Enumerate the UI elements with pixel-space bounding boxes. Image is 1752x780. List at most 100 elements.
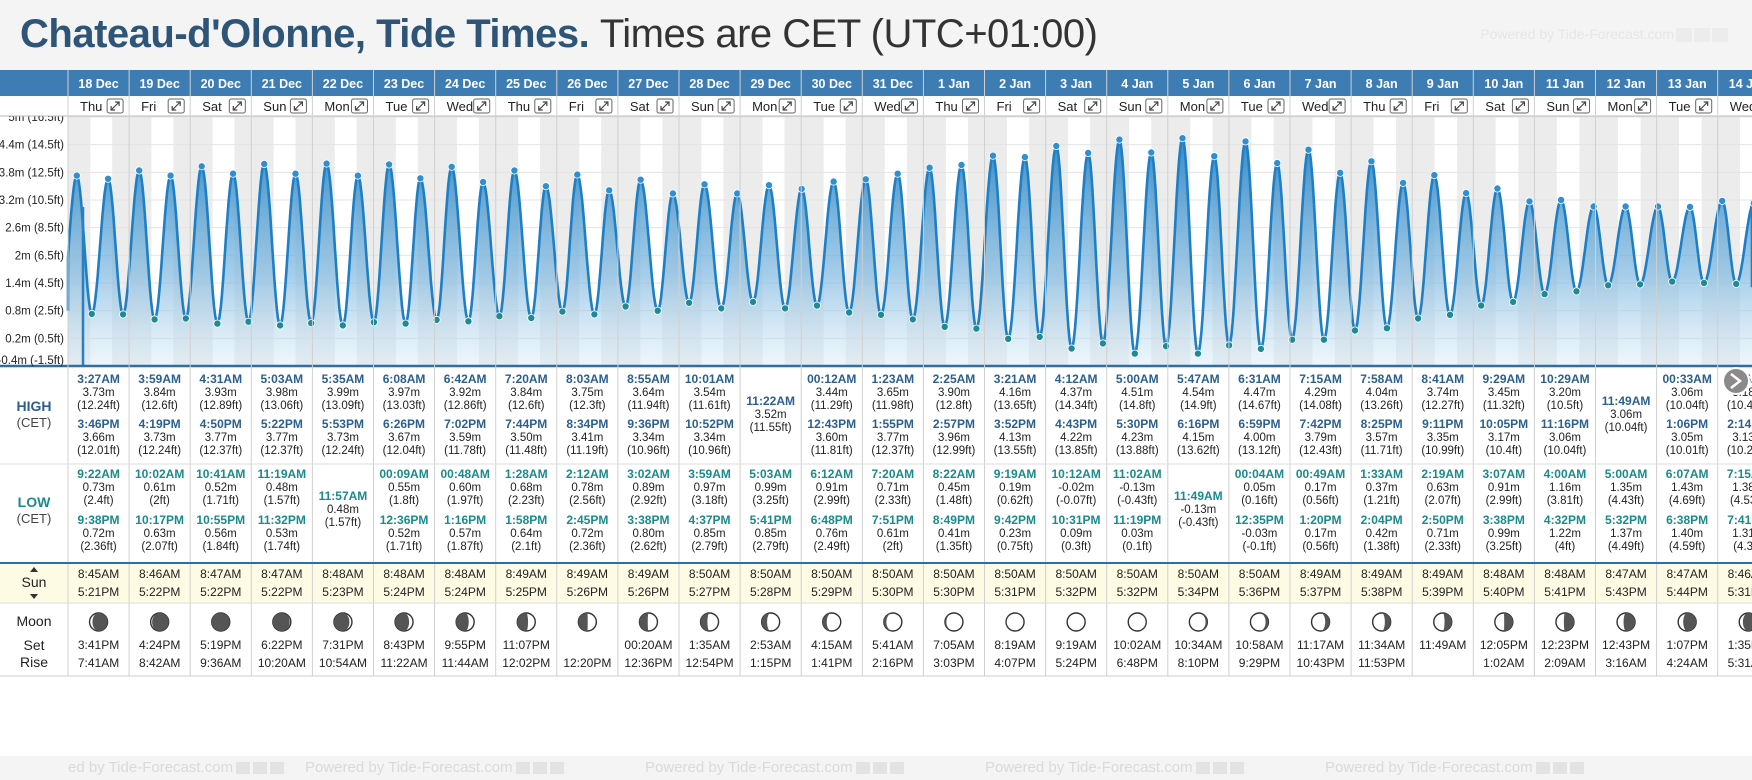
- moonset-time: 7:05AM: [933, 638, 974, 652]
- low-tide-height-m: 1.38m: [1732, 482, 1752, 494]
- footer-powered-by: Powered by Tide-Forecast.com: [645, 759, 904, 776]
- high-tide-time: 4:31AM: [199, 372, 242, 386]
- high-tide-height-ft: (10.43ft): [1727, 400, 1752, 412]
- moon-shadow: [944, 613, 954, 631]
- high-tide-height-ft: (11.32ft): [1483, 400, 1525, 412]
- sunrise-time: 8:50AM: [1117, 567, 1158, 581]
- moon-shadow: [152, 613, 169, 631]
- high-tide-time: 10:52PM: [685, 417, 734, 431]
- low-tide-time: 6:38PM: [1666, 513, 1708, 527]
- high-tide-point: [1589, 202, 1598, 211]
- social-icon: [1694, 28, 1710, 43]
- expand-arrow-icon: [477, 101, 487, 111]
- low-tide-height-ft: (-0.07ft): [1056, 495, 1096, 507]
- high-tide-time: 7:44PM: [505, 417, 547, 431]
- high-tide-time: 00:33AM: [1662, 372, 1711, 386]
- low-tide-height-ft: (4.69ft): [1669, 495, 1706, 507]
- low-tide-point: [1067, 344, 1076, 353]
- high-tide-point: [1115, 135, 1124, 144]
- low-tide-height-ft: (3.25ft): [752, 495, 789, 507]
- low-tide-height-ft: (1.74ft): [264, 541, 301, 553]
- weekday-label: Thu: [80, 99, 102, 114]
- low-tide-height-m: 0.63m: [144, 528, 176, 540]
- low-tide-height-m: 0.71m: [1427, 528, 1459, 540]
- high-tide-height-m: 3.64m: [632, 387, 664, 399]
- low-tide-point: [527, 313, 536, 322]
- high-tide-point: [353, 171, 362, 180]
- low-tide-height-ft: (4.3ft): [1733, 541, 1752, 553]
- high-tide-height-ft: (14.9ft): [1180, 400, 1217, 412]
- low-tide-height-ft: (2.07ft): [141, 541, 178, 553]
- low-tide-height-ft: (2.4ft): [84, 495, 114, 507]
- expand-arrow-icon: [232, 101, 242, 111]
- high-tide-height-ft: (13.88ft): [1116, 445, 1159, 457]
- low-tide-point: [1700, 278, 1709, 287]
- moon-shadow: [92, 613, 108, 631]
- moonrise-time: 11:44AM: [442, 656, 489, 670]
- social-icon: [1195, 762, 1210, 775]
- sunset-time: 5:24PM: [383, 585, 424, 599]
- expand-arrow-icon: [1149, 101, 1159, 111]
- high-tide-time: 2:57PM: [933, 417, 975, 431]
- high-tide-height-m: 4.22m: [1060, 432, 1092, 444]
- expand-arrow-icon: [1515, 101, 1525, 111]
- moon-phase-icon: [1371, 612, 1392, 632]
- high-tide-point: [541, 182, 550, 191]
- low-tide-time: 8:49PM: [933, 513, 975, 527]
- sunset-time: 5:23PM: [322, 585, 363, 599]
- date-label: 1 Jan: [938, 77, 970, 91]
- high-tide-height-ft: (12.37ft): [199, 445, 242, 457]
- low-tide-height-m: 1.37m: [1610, 528, 1642, 540]
- high-tide-height-m: 3.77m: [877, 432, 909, 444]
- footer-powered-by-text: Powered by Tide-Forecast.com: [305, 759, 513, 776]
- high-tide-height-ft: (11.78ft): [444, 445, 486, 457]
- low-tide-height-ft: (0.3ft): [1061, 541, 1091, 553]
- moonrise-time: 10:43PM: [1297, 656, 1345, 670]
- moonrise-time: 11:22AM: [380, 656, 427, 670]
- moonset-time: 4:15AM: [811, 638, 852, 652]
- high-cet-label: (CET): [17, 415, 52, 430]
- social-icon: [872, 762, 887, 775]
- low-tide-height-ft: (0.62ft): [997, 495, 1034, 507]
- footer-powered-by: ed by Tide-Forecast.com: [68, 759, 285, 776]
- sunrise-time: 8:50AM: [750, 567, 791, 581]
- moon-shadow: [517, 613, 529, 631]
- low-tide-height-ft: (1.57ft): [325, 517, 362, 529]
- moonrise-time: 7:41AM: [78, 656, 119, 670]
- low-tide-height-m: 0.57m: [449, 528, 481, 540]
- moonset-time: 12:23PM: [1541, 638, 1589, 652]
- moon-shadow: [1381, 613, 1391, 631]
- low-tide-height-m: 0.91m: [1488, 482, 1520, 494]
- title-location: Chateau-d'Olonne, Tide Times.: [20, 12, 590, 56]
- high-tide-height-m: 3.35m: [1427, 432, 1459, 444]
- high-tide-point: [989, 151, 998, 160]
- high-tide-point: [322, 159, 331, 168]
- date-label: 6 Jan: [1243, 77, 1275, 91]
- weekday-label: Fri: [141, 99, 156, 114]
- low-tide-height-m: 0.76m: [816, 528, 848, 540]
- low-tide-height-ft: (0.75ft): [997, 541, 1034, 553]
- high-tide-point: [765, 181, 774, 190]
- high-tide-point: [1557, 196, 1566, 205]
- high-tide-height-ft: (13.12ft): [1238, 445, 1281, 457]
- moonrise-time: 2:09AM: [1544, 656, 1585, 670]
- sunset-time: 5:44PM: [1666, 585, 1707, 599]
- sun-row-background: [0, 563, 1752, 603]
- moon-shadow: [1259, 613, 1269, 631]
- weekday-label: Mon: [752, 99, 777, 114]
- low-tide-height-ft: (2.33ft): [1425, 541, 1462, 553]
- low-tide-time: 10:31PM: [1052, 513, 1101, 527]
- expand-arrow-icon: [904, 101, 914, 111]
- low-tide-time: 3:38PM: [1483, 513, 1525, 527]
- date-label: 26 Dec: [567, 77, 607, 91]
- low-tide-point: [749, 297, 758, 306]
- high-tide-time: 3:52PM: [994, 417, 1036, 431]
- high-tide-point: [1525, 197, 1534, 206]
- moon-shadow: [1623, 613, 1636, 631]
- moonset-time: 11:34AM: [1358, 638, 1405, 652]
- low-tide-point: [1130, 349, 1139, 358]
- low-tide-point: [244, 317, 253, 326]
- low-tide-point: [1604, 281, 1613, 290]
- sunset-time: 5:39PM: [1422, 585, 1463, 599]
- moon-shadow: [1563, 613, 1574, 631]
